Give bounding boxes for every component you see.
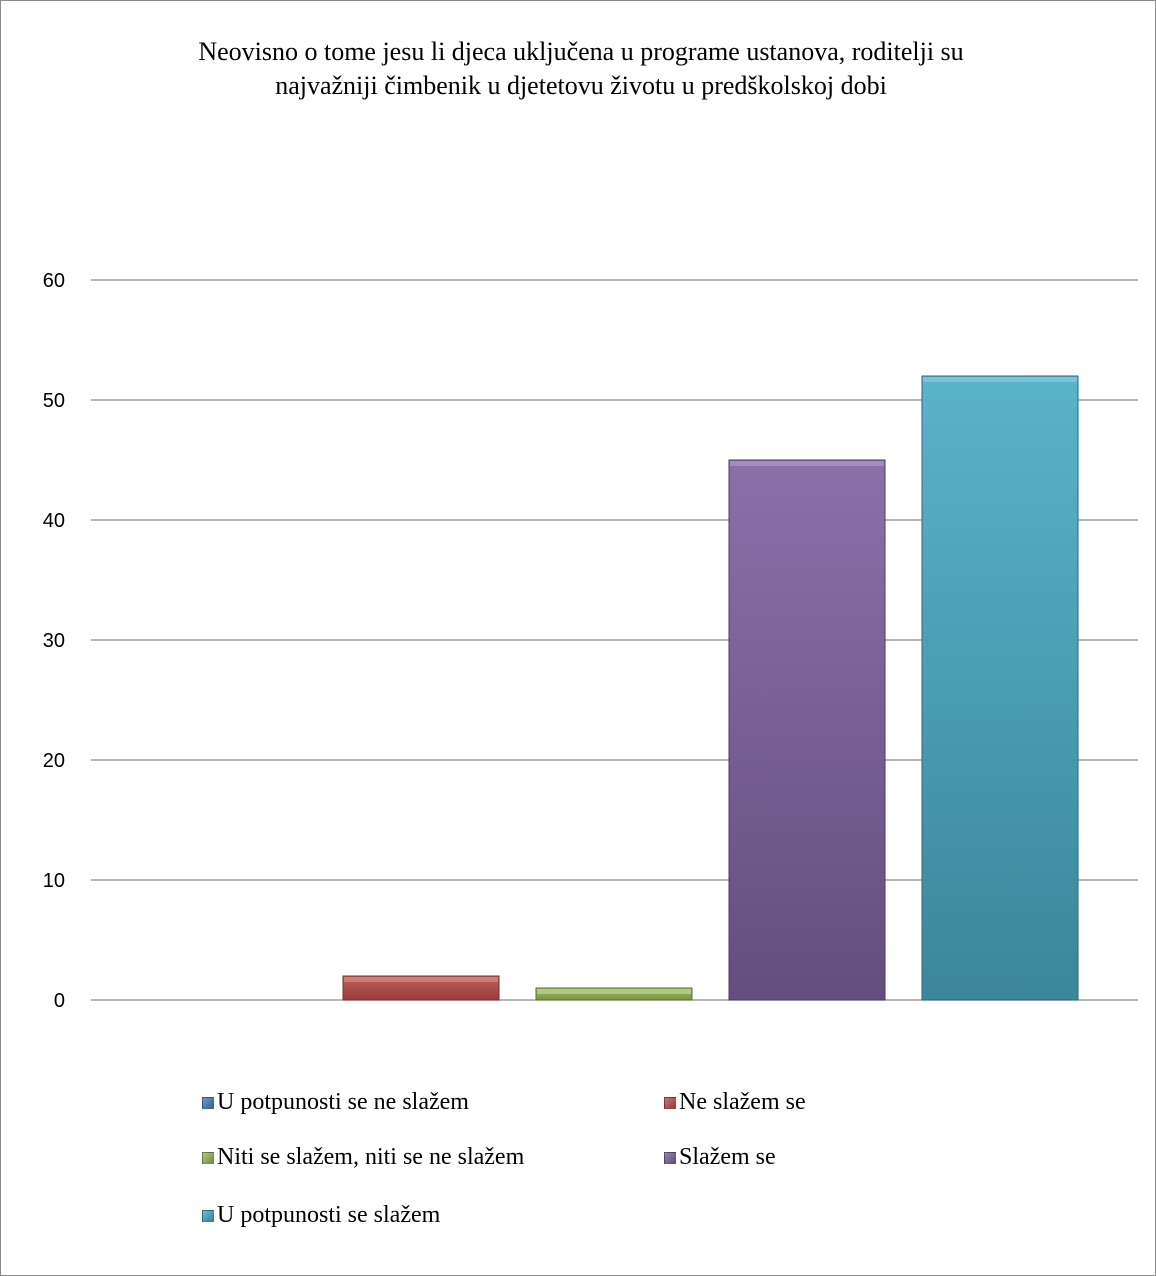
y-tick-label: 20	[43, 750, 65, 772]
bar-highlight	[344, 977, 498, 982]
bar-highlight	[730, 461, 884, 466]
legend-label: U potpunosti se ne slažem	[217, 1089, 469, 1115]
y-tick-label: 50	[43, 390, 65, 412]
legend-item: Niti se slažem, niti se ne slažem	[202, 1144, 524, 1171]
bar-4	[728, 459, 886, 1001]
chart-title: Neovisno o tome jesu li djeca uključena …	[198, 37, 964, 100]
legend-item: U potpunosti se slažem	[202, 1202, 440, 1229]
legend-swatch	[202, 1209, 214, 1222]
y-tick-label: 30	[43, 630, 65, 652]
bar-highlight	[923, 377, 1077, 382]
legend-swatch	[202, 1096, 214, 1109]
legend-swatch	[664, 1096, 676, 1109]
y-tick-label: 40	[43, 510, 65, 532]
y-tick-label: 10	[43, 870, 65, 892]
legend-swatch	[664, 1151, 676, 1164]
legend-swatch	[202, 1151, 214, 1164]
legend-item: Slažem se	[664, 1144, 776, 1171]
legend-label: Ne slažem se	[679, 1089, 806, 1115]
legend-label: U potpunosti se slažem	[217, 1202, 441, 1228]
legend-label: Slažem se	[679, 1144, 776, 1170]
bar-5	[921, 375, 1079, 1001]
legend-item: U potpunosti se ne slažem	[202, 1089, 469, 1116]
legend-label: Niti se slažem, niti se ne slažem	[217, 1144, 525, 1170]
legend-item: Ne slažem se	[664, 1089, 806, 1116]
y-tick-label: 0	[54, 990, 65, 1012]
y-tick-label: 60	[43, 270, 65, 292]
bar-highlight	[537, 989, 691, 994]
